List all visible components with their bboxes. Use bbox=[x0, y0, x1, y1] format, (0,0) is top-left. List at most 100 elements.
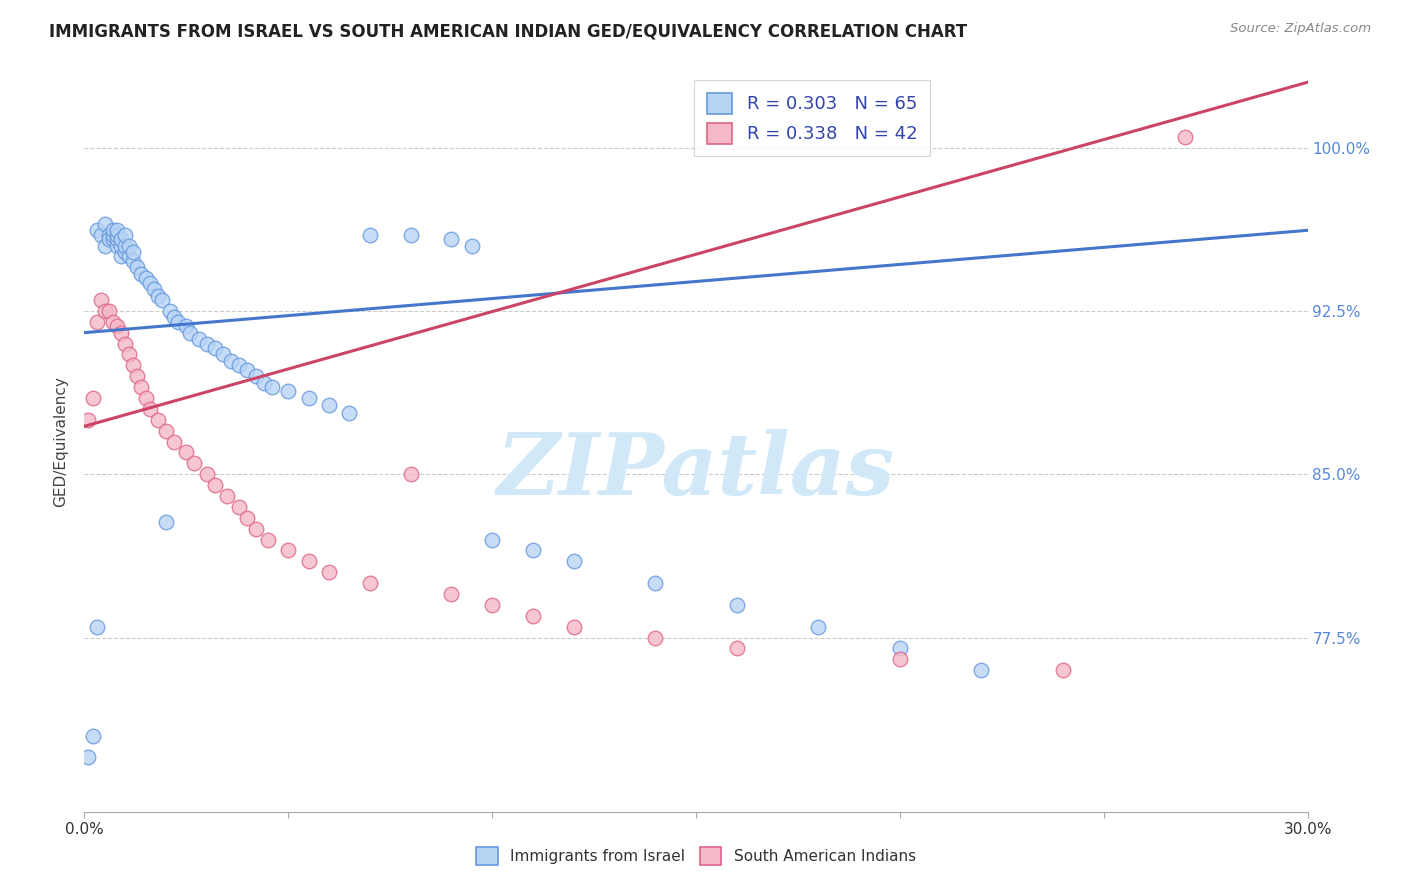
Point bbox=[138, 401, 160, 416]
Point bbox=[114, 245, 136, 260]
Point bbox=[644, 631, 666, 645]
Point bbox=[155, 515, 177, 529]
Point bbox=[298, 554, 321, 568]
Point bbox=[90, 293, 112, 307]
Point bbox=[562, 619, 585, 633]
Point bbox=[245, 522, 267, 536]
Point bbox=[277, 543, 299, 558]
Point bbox=[167, 315, 190, 329]
Point bbox=[135, 391, 157, 405]
Point bbox=[1052, 663, 1074, 677]
Point bbox=[195, 336, 218, 351]
Point bbox=[127, 369, 149, 384]
Point bbox=[82, 391, 104, 405]
Point bbox=[105, 227, 128, 242]
Point bbox=[138, 276, 160, 290]
Point bbox=[399, 227, 422, 242]
Point bbox=[339, 406, 361, 420]
Point bbox=[725, 598, 748, 612]
Point bbox=[179, 326, 201, 340]
Y-axis label: GED/Equivalency: GED/Equivalency bbox=[53, 376, 69, 507]
Point bbox=[110, 326, 132, 340]
Point bbox=[93, 238, 115, 252]
Point bbox=[150, 293, 173, 307]
Point bbox=[101, 227, 124, 242]
Point bbox=[114, 227, 136, 242]
Point bbox=[86, 315, 108, 329]
Point bbox=[195, 467, 218, 482]
Point bbox=[122, 359, 145, 373]
Point bbox=[359, 576, 381, 591]
Point bbox=[359, 227, 381, 242]
Point bbox=[114, 238, 136, 252]
Point bbox=[970, 663, 993, 677]
Point bbox=[1174, 129, 1197, 144]
Point bbox=[114, 336, 136, 351]
Point bbox=[725, 641, 748, 656]
Point bbox=[101, 315, 124, 329]
Point bbox=[93, 304, 115, 318]
Point bbox=[131, 267, 153, 281]
Point bbox=[110, 232, 132, 246]
Point bbox=[889, 652, 911, 666]
Point bbox=[142, 282, 165, 296]
Point bbox=[77, 750, 100, 764]
Point bbox=[86, 619, 108, 633]
Point bbox=[217, 489, 239, 503]
Point bbox=[277, 384, 299, 399]
Point bbox=[93, 217, 115, 231]
Point bbox=[155, 424, 177, 438]
Point bbox=[97, 232, 120, 246]
Point bbox=[889, 641, 911, 656]
Point bbox=[461, 238, 484, 252]
Point bbox=[228, 359, 250, 373]
Point bbox=[101, 232, 124, 246]
Point bbox=[105, 223, 128, 237]
Point bbox=[440, 587, 463, 601]
Point bbox=[97, 227, 120, 242]
Point bbox=[82, 729, 104, 743]
Text: ZIPatlas: ZIPatlas bbox=[496, 429, 896, 513]
Point bbox=[146, 413, 169, 427]
Point bbox=[204, 341, 226, 355]
Point bbox=[522, 543, 544, 558]
Point bbox=[245, 369, 267, 384]
Point bbox=[236, 510, 259, 524]
Point bbox=[260, 380, 283, 394]
Legend: Immigrants from Israel, South American Indians: Immigrants from Israel, South American I… bbox=[470, 841, 922, 871]
Point bbox=[131, 380, 153, 394]
Point bbox=[86, 223, 108, 237]
Point bbox=[174, 445, 197, 459]
Point bbox=[159, 304, 181, 318]
Point bbox=[399, 467, 422, 482]
Point bbox=[807, 619, 830, 633]
Point bbox=[236, 362, 259, 376]
Point bbox=[97, 304, 120, 318]
Point bbox=[118, 347, 141, 361]
Point bbox=[187, 332, 209, 346]
Point bbox=[118, 250, 141, 264]
Point bbox=[204, 478, 226, 492]
Point bbox=[105, 319, 128, 334]
Point bbox=[228, 500, 250, 514]
Point bbox=[77, 413, 100, 427]
Point bbox=[298, 391, 321, 405]
Point bbox=[118, 238, 141, 252]
Point bbox=[318, 565, 340, 579]
Point bbox=[122, 245, 145, 260]
Point bbox=[101, 223, 124, 237]
Point bbox=[146, 288, 169, 302]
Text: IMMIGRANTS FROM ISRAEL VS SOUTH AMERICAN INDIAN GED/EQUIVALENCY CORRELATION CHAR: IMMIGRANTS FROM ISRAEL VS SOUTH AMERICAN… bbox=[49, 22, 967, 40]
Point bbox=[481, 598, 503, 612]
Point bbox=[105, 238, 128, 252]
Point bbox=[127, 260, 149, 275]
Point bbox=[122, 253, 145, 268]
Point bbox=[105, 232, 128, 246]
Point bbox=[440, 232, 463, 246]
Point bbox=[644, 576, 666, 591]
Point bbox=[318, 397, 340, 411]
Point bbox=[219, 354, 242, 368]
Point bbox=[212, 347, 235, 361]
Point bbox=[562, 554, 585, 568]
Point bbox=[253, 376, 276, 390]
